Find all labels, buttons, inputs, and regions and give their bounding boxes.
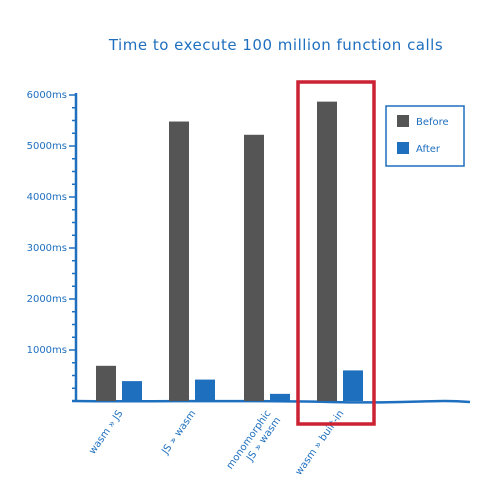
legend-swatch-before (397, 115, 409, 127)
x-axis (71, 399, 471, 404)
x-category-label-line: wasm » JS (87, 408, 125, 456)
x-category-label: wasm » JS (87, 408, 125, 456)
y-axis: 1000ms 2000ms 3000ms 4000ms 5000ms 6000ms (27, 90, 78, 401)
bar-before-3 (317, 101, 337, 401)
bar-after-1 (195, 379, 215, 401)
y-tick-label: 3000ms (27, 243, 67, 254)
legend: Before After (385, 105, 465, 167)
y-tick-label: 1000ms (27, 345, 67, 356)
bar-after-3 (343, 370, 363, 401)
chart-title: Time to execute 100 million function cal… (108, 36, 443, 54)
bar-after-0 (122, 381, 142, 401)
legend-label-after: After (416, 144, 441, 155)
x-category-label: JS » wasm (160, 408, 199, 457)
y-tick-label: 2000ms (27, 294, 67, 305)
bar-before-2 (244, 134, 264, 401)
y-tick-label: 6000ms (27, 90, 67, 101)
highlight-box (296, 80, 376, 426)
legend-label-before: Before (416, 117, 449, 128)
bar-before-0 (96, 365, 116, 401)
x-axis-line (71, 399, 471, 404)
x-category-label-line: wasm » built-in (293, 408, 346, 477)
bar-before-1 (169, 121, 189, 402)
x-category-label-line: JS » wasm (160, 408, 199, 457)
y-tick-label: 5000ms (27, 141, 67, 152)
y-tick-label: 4000ms (27, 192, 67, 203)
category-labels: wasm » JS JS » wasm monomorphicJS » wasm wa… (87, 408, 346, 478)
bar-after-2 (270, 393, 290, 401)
x-category-label: monomorphicJS » wasm (225, 408, 284, 478)
x-category-label: wasm » built-in (293, 408, 346, 477)
legend-swatch-after (397, 142, 409, 154)
bars-group (96, 101, 363, 402)
